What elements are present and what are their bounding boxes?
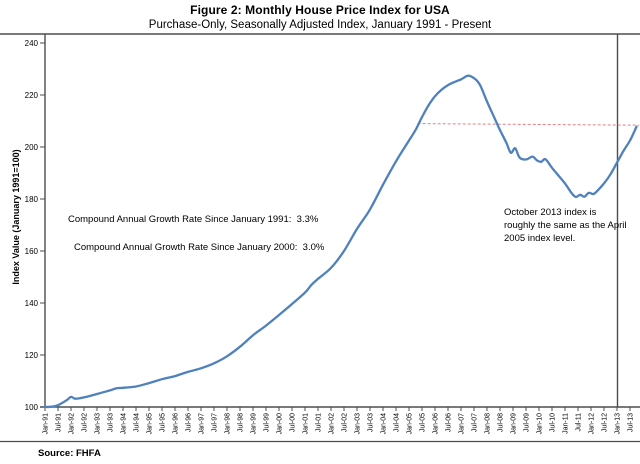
- x-tick-label: Jul-95: [160, 413, 167, 432]
- x-tick-label: Jul-00: [290, 413, 297, 432]
- x-tick-label: Jul-06: [446, 413, 453, 432]
- x-tick-label: Jul-99: [264, 413, 271, 432]
- x-tick-label: Jul-08: [498, 413, 505, 432]
- x-tick-label: Jul-05: [420, 413, 427, 432]
- x-tick-label: Jan-02: [329, 413, 336, 435]
- x-tick-label: Jul-07: [472, 413, 479, 432]
- x-tick-label: Jan-10: [537, 413, 544, 435]
- x-tick-label: Jul-91: [56, 413, 63, 432]
- x-tick-label: Jan-97: [199, 413, 206, 435]
- annotation-cagr-since-1991: Compound Annual Growth Rate Since Januar…: [68, 214, 319, 225]
- x-tick-label: Jul-97: [212, 413, 219, 432]
- x-tick-label: Jan-09: [511, 413, 518, 435]
- x-tick-label: Jul-94: [134, 413, 141, 432]
- x-tick-label: Jan-03: [355, 413, 362, 435]
- x-tick-label: Jan-11: [563, 413, 570, 434]
- annotation-cagr-since-2000: Compound Annual Growth Rate Since Januar…: [74, 242, 325, 253]
- x-tick-label: Jul-01: [316, 413, 323, 432]
- x-tick-label: Jul-11: [576, 413, 583, 432]
- y-axis-title: Index Value (January 1991=100): [11, 149, 21, 285]
- x-tick-label: Jan-00: [277, 413, 284, 435]
- x-tick-label: Jan-04: [381, 413, 388, 435]
- x-tick-label: Jan-08: [485, 413, 492, 435]
- annotation-oct-2013-note: October 2013 index is roughly the same a…: [504, 207, 627, 245]
- x-tick-label: Jul-93: [108, 413, 115, 432]
- x-tick-label: Jul-02: [342, 413, 349, 432]
- y-tick-label: 120: [25, 351, 39, 360]
- y-tick-label: 160: [25, 247, 39, 256]
- y-tick-label: 140: [25, 299, 39, 308]
- x-tick-label: Jul-09: [524, 413, 531, 432]
- source-label: Source: FHFA: [38, 448, 101, 459]
- x-tick-label: Jan-96: [173, 413, 180, 435]
- x-tick-label: Jul-96: [186, 413, 193, 432]
- x-tick-label: Jul-98: [238, 413, 245, 432]
- x-tick-label: Jan-99: [251, 413, 258, 435]
- y-tick-label: 240: [25, 39, 39, 48]
- price-index-line: [43, 74, 638, 409]
- x-tick-label: Jan-07: [459, 413, 466, 435]
- y-tick-label: 100: [25, 403, 39, 412]
- x-tick-label: Jul-10: [550, 413, 557, 432]
- x-tick-label: Jul-03: [368, 413, 375, 432]
- chart-title: Figure 2: Monthly House Price Index for …: [190, 3, 450, 17]
- x-tick-label: Jan-92: [69, 413, 76, 435]
- reference-dashed-line: [417, 123, 640, 126]
- x-tick-label: Jan-98: [225, 413, 232, 435]
- x-tick-label: Jan-01: [303, 413, 310, 435]
- chart-subtitle: Purchase-Only, Seasonally Adjusted Index…: [148, 19, 492, 31]
- x-tick-label: Jan-94: [121, 413, 128, 435]
- x-tick-label: Jul-92: [82, 413, 89, 432]
- x-tick-label: Jan-91: [43, 413, 50, 435]
- x-tick-label: Jan-06: [433, 413, 440, 435]
- x-tick-label: Jul-12: [602, 413, 609, 432]
- x-tick-label: Jul-04: [394, 413, 401, 432]
- y-tick-label: 200: [25, 143, 39, 152]
- x-tick-label: Jan-95: [147, 413, 154, 435]
- x-tick-label: Jan-12: [589, 413, 596, 435]
- x-tick-label: Jan-13: [615, 413, 622, 435]
- x-tick-label: Jan-05: [407, 413, 414, 435]
- x-tick-label: Jan-93: [95, 413, 102, 435]
- y-tick-label: 180: [25, 195, 39, 204]
- x-tick-label: Jul-13: [628, 413, 635, 432]
- y-tick-label: 220: [25, 91, 39, 100]
